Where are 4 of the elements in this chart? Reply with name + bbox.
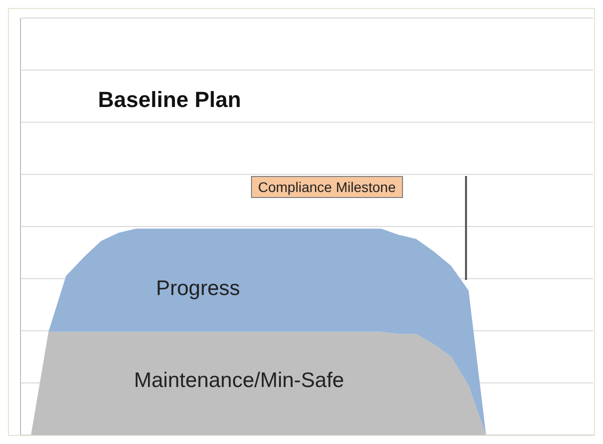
chart-title: Baseline Plan: [98, 87, 242, 113]
text: Compliance Milestone: [251, 176, 403, 198]
series-label: Maintenance/Min-Safe: [134, 369, 344, 393]
series-label: Progress: [156, 277, 240, 301]
